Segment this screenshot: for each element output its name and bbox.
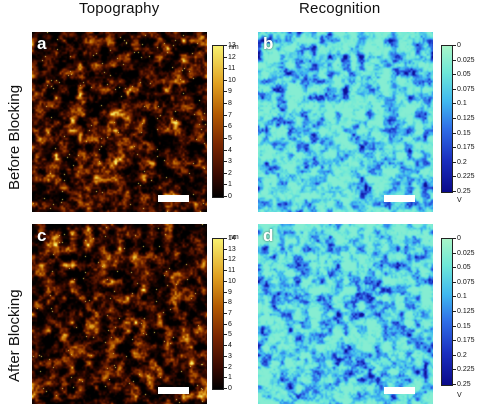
colorbar-tick-label: 0 (224, 385, 232, 392)
colorbar-tick-label: 0.15 (453, 322, 471, 330)
colorbar-tick-label: 11 (223, 65, 236, 73)
colorbar-tick-label: 7 (224, 310, 232, 317)
colorbar-tick-label: 4 (224, 146, 232, 154)
colorbar-tick-label: 13 (224, 42, 236, 49)
scale-bar (158, 195, 189, 202)
recognition-colorbar-b (441, 45, 453, 193)
colorbar-tick-label: 0.25 (453, 381, 471, 388)
colorbar-tick-label: 0.075 (453, 85, 475, 93)
colorbar-tick-label: 0.175 (453, 144, 475, 152)
colorbar-tick-label: 9 (224, 288, 232, 296)
after-blocking-row-label: After Blocking (6, 289, 23, 382)
colorbar-tick-label: 0.075 (453, 278, 475, 286)
colorbar-tick-label: 13 (224, 245, 236, 253)
recognition-before-image: b (258, 32, 433, 212)
panel-label-c: c (37, 226, 47, 245)
colorbar-tick-label: 12 (224, 256, 236, 264)
colorbar-tick-label: 1 (224, 181, 232, 189)
colorbar-tick-label: 9 (224, 88, 232, 96)
colorbar-tick-label: 4 (224, 342, 232, 350)
colorbar-tick-label: 3 (224, 352, 232, 360)
scale-bar (384, 387, 415, 394)
colorbar-unit-d: V (457, 392, 462, 399)
colorbar-tick-label: 1 (224, 374, 232, 382)
scale-bar (384, 195, 415, 202)
colorbar-tick-label: 0.025 (453, 56, 475, 64)
colorbar-tick-label: 0.05 (453, 71, 471, 79)
colorbar-tick-label: 6 (224, 123, 232, 131)
colorbar-tick-label: 0.125 (453, 308, 475, 315)
topography-colorbar-a (212, 45, 224, 198)
recognition-after-canvas (258, 224, 433, 404)
colorbar-tick-label: 2 (224, 363, 232, 371)
colorbar-tick-label: 0.1 (453, 100, 467, 108)
recognition-before-canvas (258, 32, 433, 212)
colorbar-tick-label: 0.2 (453, 158, 467, 166)
topography-column-title: Topography (79, 0, 160, 17)
colorbar-tick-label: 0.225 (453, 366, 475, 374)
recognition-colorbar-d (441, 238, 453, 386)
panel-label-d: d (263, 226, 274, 245)
colorbar-tick-label: 14 (224, 235, 236, 242)
colorbar-tick-label: 0.1 (453, 293, 467, 301)
colorbar-tick-label: 0.25 (453, 188, 471, 195)
panel-label-a: a (37, 34, 47, 53)
topography-before-image: a (32, 32, 207, 212)
topography-colorbar-c (212, 238, 224, 390)
colorbar-tick-label: 3 (224, 158, 232, 166)
colorbar-unit-b: V (457, 197, 462, 204)
colorbar-tick-label: 5 (224, 134, 232, 142)
colorbar-tick-label: 10 (224, 277, 236, 285)
colorbar-tick-label: 8 (224, 299, 232, 307)
colorbar-tick-label: 0 (453, 42, 461, 49)
colorbar-tick-label: 0 (224, 193, 232, 200)
topography-before-canvas (32, 32, 207, 212)
panel-label-b: b (263, 34, 274, 53)
colorbar-tick-label: 8 (224, 100, 232, 108)
colorbar-tick-label: 12 (224, 53, 236, 61)
before-blocking-row-label: Before Blocking (6, 84, 23, 190)
topography-after-canvas (32, 224, 207, 404)
colorbar-tick-label: 11 (223, 267, 236, 275)
colorbar-tick-label: 5 (224, 331, 232, 339)
colorbar-tick-label: 7 (224, 111, 232, 119)
colorbar-tick-label: 0 (453, 235, 461, 242)
colorbar-tick-label: 10 (224, 76, 236, 84)
colorbar-tick-label: 0.15 (453, 129, 471, 137)
colorbar-tick-label: 0.225 (453, 173, 475, 181)
colorbar-unit-c: nm (229, 234, 239, 241)
colorbar-tick-label: 0.125 (453, 115, 475, 122)
recognition-after-image: d (258, 224, 433, 404)
colorbar-tick-label: 0.025 (453, 249, 475, 257)
topography-after-image: c (32, 224, 207, 404)
colorbar-tick-label: 2 (224, 169, 232, 177)
colorbar-tick-label: 0.05 (453, 264, 471, 272)
colorbar-tick-label: 0.175 (453, 337, 475, 345)
recognition-column-title: Recognition (299, 0, 381, 17)
colorbar-unit-a: nm (229, 44, 239, 51)
colorbar-tick-label: 0.2 (453, 351, 467, 359)
scale-bar (158, 387, 189, 394)
colorbar-tick-label: 6 (224, 320, 232, 328)
